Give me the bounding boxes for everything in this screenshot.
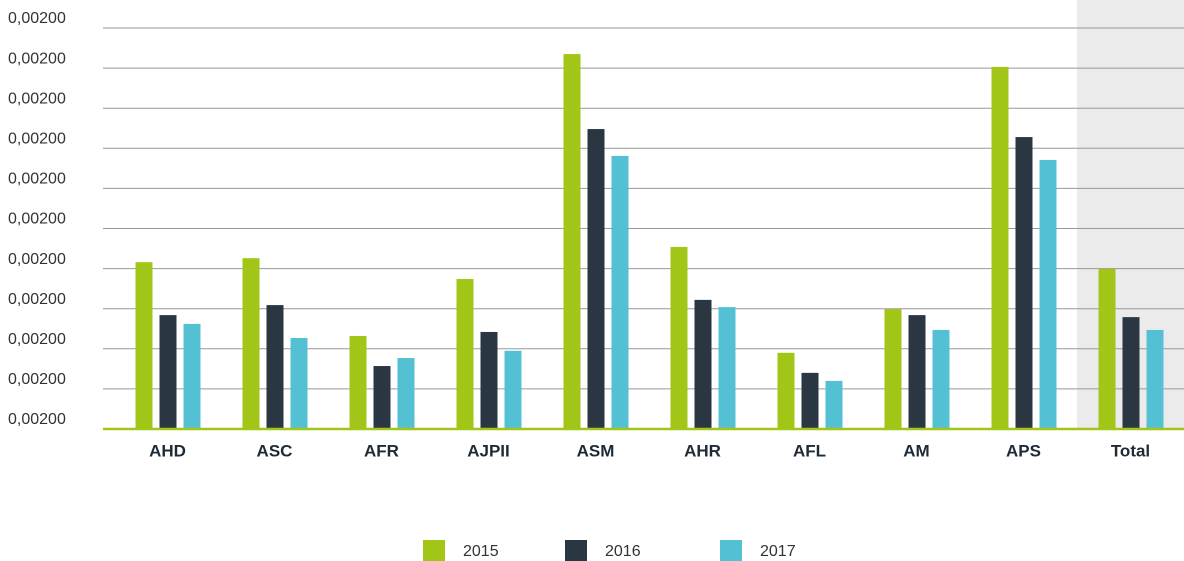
- bar: [397, 358, 415, 429]
- y-tick-label: 0,00200: [8, 251, 66, 268]
- bar: [290, 337, 308, 429]
- x-tick-label: Total: [1111, 441, 1150, 460]
- bar: [183, 323, 201, 429]
- y-tick-label: 0,00200: [8, 171, 66, 188]
- bar: [1098, 269, 1116, 429]
- bar: [1146, 329, 1164, 429]
- bar: [694, 299, 712, 429]
- bar: [908, 315, 926, 429]
- bar: [349, 335, 367, 429]
- bar: [991, 66, 1009, 429]
- x-tick-label: AJPII: [467, 441, 510, 460]
- bar: [1039, 159, 1057, 429]
- bar: [1122, 317, 1140, 429]
- y-tick-label: 0,00200: [8, 10, 66, 27]
- bar: [611, 155, 629, 429]
- y-tick-label: 0,00200: [8, 331, 66, 348]
- bar: [587, 129, 605, 429]
- bar: [718, 307, 736, 429]
- x-tick-label: ASC: [257, 441, 293, 460]
- y-tick-label: 0,00200: [8, 50, 66, 67]
- bar: [266, 305, 284, 429]
- bar: [504, 350, 522, 429]
- bar: [159, 315, 177, 429]
- bar: [135, 262, 153, 429]
- x-tick-label: AHD: [149, 441, 186, 460]
- x-tick-label: APS: [1006, 441, 1041, 460]
- bar: [480, 331, 498, 429]
- x-tick-label: AFL: [793, 441, 826, 460]
- legend-label: 2017: [760, 543, 796, 560]
- bar: [825, 380, 843, 429]
- bar: [670, 246, 688, 429]
- y-tick-label: 0,00200: [8, 90, 66, 107]
- legend-label: 2015: [463, 543, 499, 560]
- x-tick-label: ASM: [577, 441, 615, 460]
- legend-swatch: [565, 540, 587, 561]
- bar: [777, 352, 795, 429]
- x-tick-label: AM: [903, 441, 929, 460]
- bar: [456, 279, 474, 429]
- bar: [884, 309, 902, 429]
- y-tick-label: 0,00200: [8, 371, 66, 388]
- y-tick-label: 0,00200: [8, 291, 66, 308]
- bar: [801, 372, 819, 429]
- legend-swatch: [423, 540, 445, 561]
- y-tick-label: 0,00200: [8, 131, 66, 148]
- bar: [932, 329, 950, 429]
- legend-swatch: [720, 540, 742, 561]
- bar: [373, 366, 391, 429]
- y-tick-label: 0,00200: [8, 411, 66, 428]
- x-tick-label: AFR: [364, 441, 399, 460]
- legend-label: 2016: [605, 543, 641, 560]
- bar: [563, 54, 581, 429]
- bar: [1015, 137, 1033, 429]
- bar: [242, 258, 260, 429]
- y-tick-label: 0,00200: [8, 211, 66, 228]
- x-tick-label: AHR: [684, 441, 721, 460]
